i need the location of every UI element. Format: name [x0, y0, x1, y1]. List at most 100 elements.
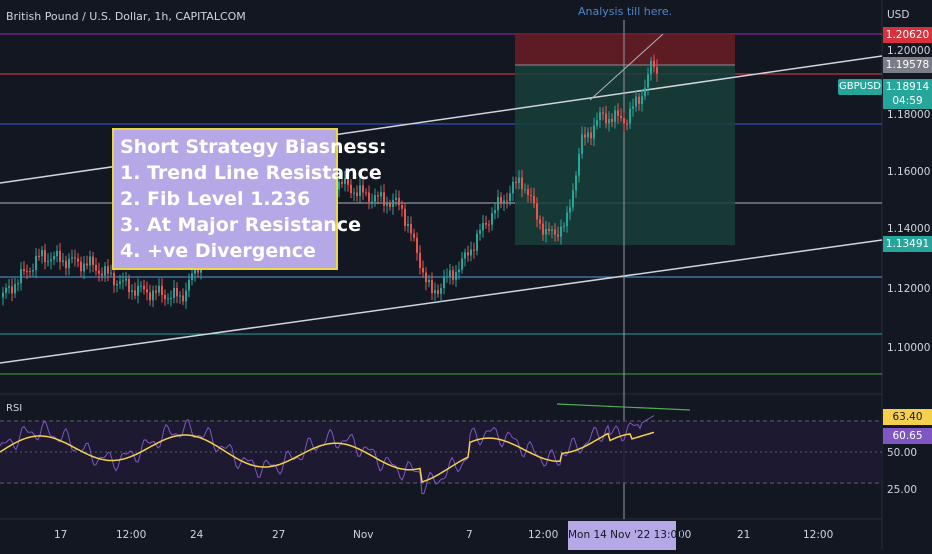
- candle-body: [593, 125, 595, 139]
- candle-body: [386, 203, 388, 206]
- candle-body: [167, 298, 169, 300]
- candle-body: [107, 266, 109, 274]
- candle-body: [557, 234, 559, 237]
- candle-body: [176, 287, 178, 297]
- candle-body: [134, 290, 136, 296]
- candle-body: [14, 284, 16, 294]
- candle-body: [338, 181, 340, 190]
- rsi-ma-line: [0, 431, 655, 483]
- strategy-note-box[interactable]: Short Strategy Biasness: 1. Trend Line R…: [112, 128, 387, 270]
- price-label-1.12: 1.12000: [887, 283, 931, 295]
- candle-body: [392, 199, 394, 208]
- price-label-1.18: 1.18000: [887, 109, 931, 121]
- candle-body: [482, 222, 484, 231]
- stop-loss-price-tag: 1.20620: [883, 27, 932, 43]
- candle-body: [44, 250, 46, 263]
- candle-body: [632, 106, 634, 109]
- candle-body: [614, 110, 616, 122]
- candle-body: [152, 290, 154, 301]
- rsi-ma-tag: 60.65: [883, 428, 932, 444]
- candle-body: [515, 181, 517, 183]
- candle-body: [101, 273, 103, 276]
- candle-body: [41, 250, 43, 257]
- candle-body: [143, 285, 145, 290]
- candle-body: [53, 256, 55, 260]
- candle-body: [608, 119, 610, 124]
- candle-body: [626, 123, 628, 125]
- candle-body: [344, 178, 346, 184]
- price-label-1.16: 1.16000: [887, 166, 931, 178]
- candle-body: [461, 258, 463, 270]
- candle-body: [641, 96, 643, 104]
- time-label-17: 17: [54, 529, 68, 541]
- candle-body: [497, 197, 499, 211]
- time-label-1200-b: 12:00: [528, 529, 559, 541]
- candle-body: [56, 250, 58, 257]
- candle-body: [476, 233, 478, 251]
- candle-body: [404, 208, 406, 227]
- candle-body: [575, 175, 577, 191]
- strategy-title: Short Strategy Biasness:: [120, 136, 387, 158]
- candle-body: [524, 189, 526, 191]
- candle-body: [89, 256, 91, 266]
- candle-body: [5, 287, 7, 293]
- candle-body: [125, 278, 127, 281]
- candle-body: [542, 223, 544, 235]
- time-label-nov: Nov: [353, 529, 374, 541]
- candle-body: [173, 287, 175, 298]
- candle-body: [494, 210, 496, 214]
- candle-body: [371, 201, 373, 203]
- candle-body: [596, 120, 598, 126]
- candle-body: [32, 270, 34, 272]
- candle-body: [578, 153, 580, 176]
- fib-extension-line: [589, 33, 664, 101]
- time-label-1200-a: 12:00: [116, 529, 147, 541]
- risk-zone-box: [515, 34, 735, 65]
- candle-body: [164, 294, 166, 300]
- candle-body: [155, 290, 157, 293]
- candle-body: [395, 197, 397, 200]
- candle-body: [365, 192, 367, 194]
- candle-body: [140, 285, 142, 287]
- candle-body: [74, 257, 76, 259]
- candle-body: [368, 192, 370, 202]
- candle-body: [77, 258, 79, 262]
- candle-body: [611, 119, 613, 122]
- candle-body: [443, 276, 445, 289]
- instrument-title: British Pound / U.S. Dollar, 1h, CAPITAL…: [6, 10, 246, 23]
- time-label-27: 27: [272, 529, 286, 541]
- candle-body: [563, 226, 565, 228]
- candle-body: [548, 228, 550, 231]
- candle-body: [356, 192, 358, 196]
- candle-body: [11, 286, 13, 294]
- candle-body: [92, 256, 94, 265]
- candle-body: [533, 195, 535, 204]
- candle-body: [560, 226, 562, 237]
- candle-body: [362, 185, 364, 193]
- candle-body: [605, 113, 607, 124]
- candle-body: [389, 203, 391, 208]
- candle-body: [536, 203, 538, 220]
- candle-body: [380, 192, 382, 197]
- candle-body: [485, 222, 487, 225]
- candle-body: [470, 249, 472, 256]
- candle-body: [551, 229, 553, 231]
- rsi-value-tag: 63.40: [883, 409, 932, 425]
- candle-body: [440, 288, 442, 294]
- candle-body: [539, 219, 541, 224]
- candle-body: [467, 252, 469, 256]
- candle-body: [581, 134, 583, 154]
- candle-body: [146, 289, 148, 293]
- candle-body: [182, 295, 184, 302]
- candle-body: [38, 255, 40, 257]
- candle-body: [2, 292, 4, 298]
- candle-body: [569, 207, 571, 213]
- candle-body: [638, 96, 640, 104]
- candle-body: [116, 283, 118, 286]
- candle-body: [566, 212, 568, 227]
- candle-body: [647, 74, 649, 88]
- candle-body: [119, 281, 121, 284]
- strategy-point-1: 1. Trend Line Resistance: [120, 162, 382, 184]
